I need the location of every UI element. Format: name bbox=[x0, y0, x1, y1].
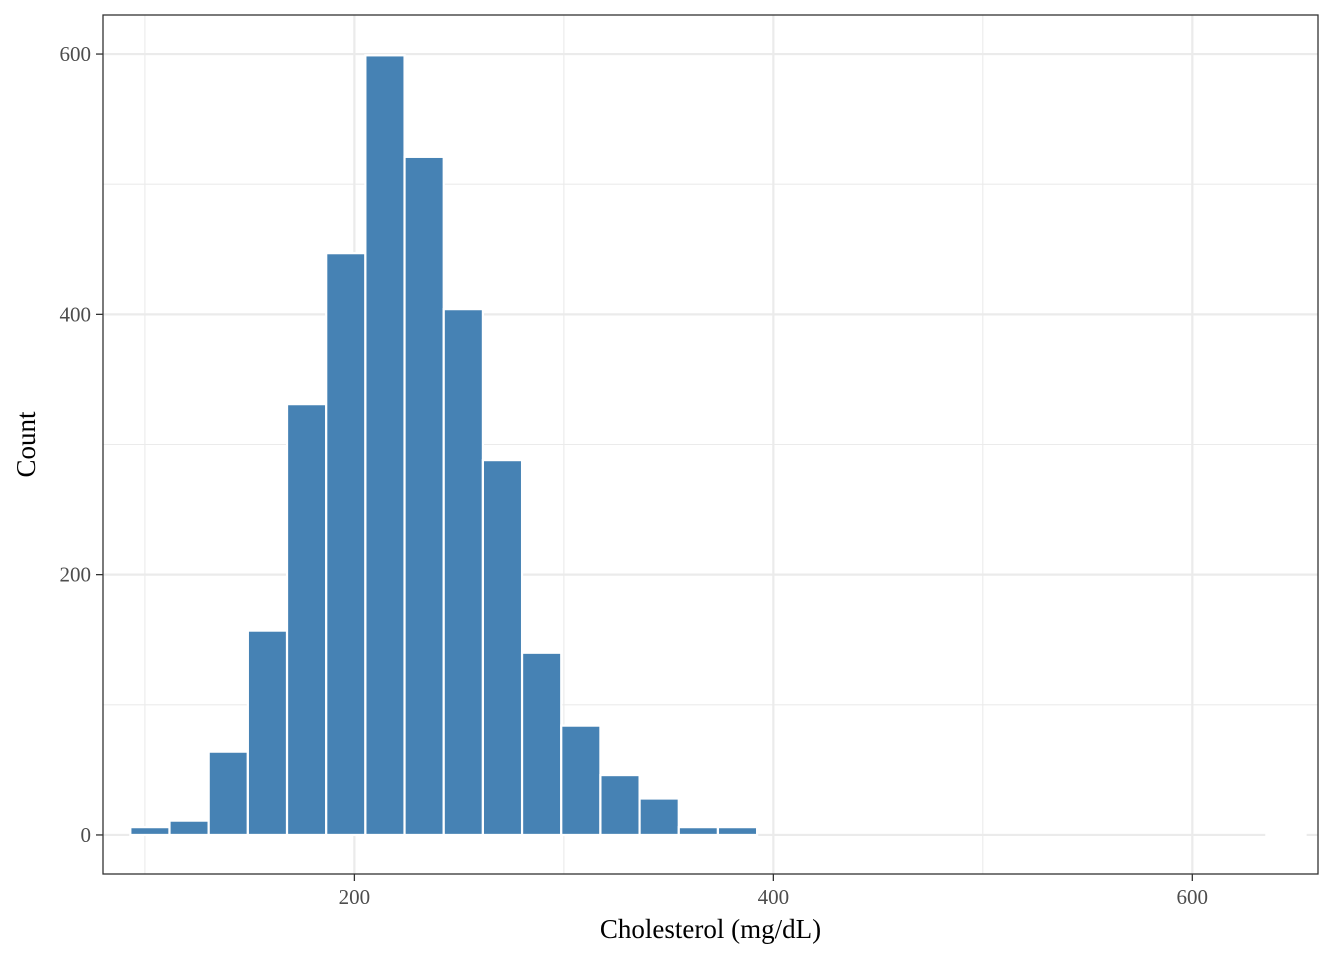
histogram-bar bbox=[129, 826, 171, 837]
histogram-bar bbox=[599, 773, 641, 837]
histogram-bar bbox=[403, 155, 445, 837]
y-tick-label: 400 bbox=[60, 302, 92, 326]
x-tick-label: 600 bbox=[1177, 885, 1209, 909]
y-tick-label: 0 bbox=[81, 823, 92, 847]
histogram-bar bbox=[677, 826, 720, 837]
histogram-bars bbox=[129, 54, 1307, 837]
histogram-bar bbox=[364, 54, 406, 837]
histogram-bar bbox=[638, 797, 680, 837]
histogram-bar bbox=[442, 308, 484, 837]
y-tick-label: 200 bbox=[60, 563, 92, 587]
histogram-bar bbox=[207, 750, 249, 837]
histogram-bar bbox=[520, 651, 563, 837]
histogram-bar bbox=[325, 252, 367, 837]
histogram-bar bbox=[168, 819, 210, 837]
x-tick-label: 200 bbox=[339, 885, 371, 909]
x-tick-label: 400 bbox=[758, 885, 790, 909]
axes: 200 400 600 0 200 400 600 bbox=[60, 42, 1209, 909]
histogram-bar bbox=[560, 724, 602, 837]
histogram-bar bbox=[246, 629, 289, 837]
y-tick-label: 600 bbox=[60, 42, 92, 66]
histogram-bar bbox=[285, 403, 328, 837]
histogram-bar bbox=[481, 459, 524, 837]
y-axis-title: Count bbox=[11, 411, 41, 478]
histogram-bar bbox=[1265, 832, 1307, 837]
panel-border bbox=[102, 14, 1319, 875]
x-axis-title: Cholesterol (mg/dL) bbox=[600, 914, 821, 944]
histogram-bar bbox=[716, 826, 759, 837]
